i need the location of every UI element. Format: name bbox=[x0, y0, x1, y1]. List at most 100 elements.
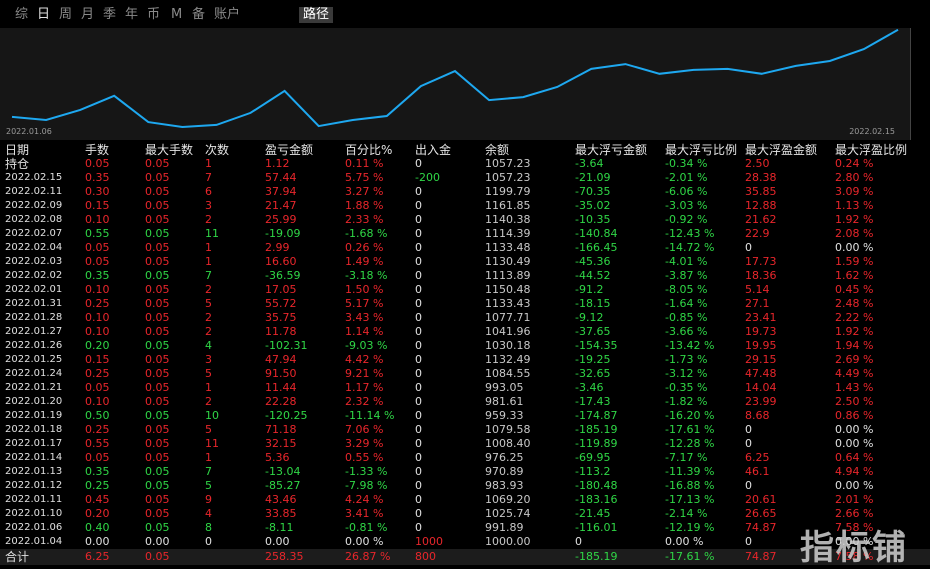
table-cell: 持仓 bbox=[5, 157, 30, 171]
table-cell: -183.16 bbox=[575, 493, 618, 506]
toolbar-tab[interactable]: 年 bbox=[125, 7, 139, 22]
table-cell: -9.12 bbox=[575, 311, 604, 324]
table-cell: 0 bbox=[415, 381, 422, 394]
table-cell: -174.87 bbox=[575, 409, 618, 422]
toolbar-tab[interactable]: 周 bbox=[59, 7, 73, 22]
table-cell: 10 bbox=[205, 409, 219, 422]
table-cell: -0.34 % bbox=[665, 157, 708, 170]
table-cell: 8.68 bbox=[745, 409, 770, 422]
table-cell: 0 bbox=[415, 395, 422, 408]
toolbar-tab[interactable]: 月 bbox=[81, 7, 95, 22]
table-cell: -0.35 % bbox=[665, 381, 708, 394]
table-cell: 19.95 bbox=[745, 339, 777, 352]
table-cell: 991.89 bbox=[485, 521, 524, 534]
table-cell: 0 bbox=[415, 311, 422, 324]
table-cell: 21.47 bbox=[265, 199, 297, 212]
table-cell: 4 bbox=[205, 339, 212, 352]
table-cell: 21.62 bbox=[745, 213, 777, 226]
table-cell: 5.17 % bbox=[345, 297, 384, 310]
table-cell: 19.73 bbox=[745, 325, 777, 338]
toolbar-tab[interactable]: M bbox=[171, 7, 183, 22]
table-cell: 959.33 bbox=[485, 409, 524, 422]
table-cell: 1.59 % bbox=[835, 255, 874, 268]
table-cell: 2022.02.07 bbox=[5, 228, 63, 239]
table-cell: 23.41 bbox=[745, 311, 777, 324]
watermark: 指标铺 bbox=[800, 528, 908, 568]
table-cell: 0.24 % bbox=[835, 157, 874, 170]
table-cell: 0.00 % bbox=[665, 535, 704, 548]
table-cell: 1 bbox=[205, 241, 212, 254]
table-cell: 4.94 % bbox=[835, 465, 874, 478]
table-cell: 1079.58 bbox=[485, 423, 531, 436]
table-cell: -140.84 bbox=[575, 227, 618, 240]
table-cell: 0.05 bbox=[145, 409, 170, 422]
table-cell: 0 bbox=[205, 535, 212, 548]
table-cell: 35.85 bbox=[745, 185, 777, 198]
table-cell: 0.05 bbox=[145, 283, 170, 296]
table-cell: 1030.18 bbox=[485, 339, 531, 352]
table-cell: 91.50 bbox=[265, 367, 297, 380]
table-cell: 0.25 bbox=[85, 479, 110, 492]
column-header: 出入金 bbox=[415, 143, 452, 157]
table-cell: 16.60 bbox=[265, 255, 297, 268]
table-cell: -3.64 bbox=[575, 157, 604, 170]
table-cell: 2022.01.19 bbox=[5, 410, 63, 421]
toolbar-tab[interactable]: 路径 bbox=[299, 7, 334, 23]
table-cell: 0.35 bbox=[85, 465, 110, 478]
table-cell: 43.46 bbox=[265, 493, 297, 506]
table-cell: 2.80 % bbox=[835, 171, 874, 184]
table-cell: -1.33 % bbox=[345, 465, 388, 478]
table-cell: 0 bbox=[415, 199, 422, 212]
table-cell: 0.05 bbox=[145, 227, 170, 240]
toolbar-tab[interactable]: 账户 bbox=[214, 7, 241, 22]
toolbar-tab[interactable]: 币 bbox=[147, 7, 161, 22]
table-cell: 2.66 % bbox=[835, 507, 874, 520]
table-cell: 0.05 bbox=[145, 171, 170, 184]
table-cell: 4.42 % bbox=[345, 353, 384, 366]
table-cell: 0 bbox=[415, 283, 422, 296]
table-cell: -18.15 bbox=[575, 297, 611, 310]
table-cell: 0.00 bbox=[265, 535, 290, 548]
table-cell: 981.61 bbox=[485, 395, 524, 408]
chart: 2022.01.06 2022.02.15 bbox=[6, 28, 899, 136]
table-cell: 7 bbox=[205, 171, 212, 184]
table-cell: -16.88 % bbox=[665, 479, 715, 492]
toolbar-tab[interactable]: 综 bbox=[15, 7, 29, 22]
table-cell: 0.00 % bbox=[835, 241, 874, 254]
table-cell: 0.05 bbox=[145, 185, 170, 198]
table-cell: 0.35 bbox=[85, 269, 110, 282]
table-cell: 2022.01.14 bbox=[5, 452, 63, 463]
toolbar-tab[interactable]: 季 bbox=[103, 7, 117, 22]
column-header: 日期 bbox=[5, 143, 30, 157]
table-cell: 2022.01.13 bbox=[5, 466, 63, 477]
table-cell: 1.17 % bbox=[345, 381, 384, 394]
table-cell: 1069.20 bbox=[485, 493, 531, 506]
total-cell: 258.35 bbox=[265, 550, 304, 563]
table-cell: -36.59 bbox=[265, 269, 301, 282]
table-cell: 2.01 % bbox=[835, 493, 874, 506]
table-cell: 0.45 bbox=[85, 493, 110, 506]
table-cell: -113.2 bbox=[575, 465, 611, 478]
toolbar-tab[interactable]: 日 bbox=[37, 7, 51, 22]
table-cell: 1057.23 bbox=[485, 157, 531, 170]
table-cell: 2022.01.18 bbox=[5, 424, 63, 435]
table-cell: 55.72 bbox=[265, 297, 297, 310]
table-cell: -3.66 % bbox=[665, 325, 708, 338]
table-cell: 11 bbox=[205, 437, 219, 450]
table-cell: -200 bbox=[415, 171, 440, 184]
table-cell: -10.35 bbox=[575, 213, 611, 226]
table-cell: 0 bbox=[745, 535, 752, 548]
table-cell: 0.05 bbox=[145, 353, 170, 366]
table-cell: -12.28 % bbox=[665, 437, 715, 450]
table-cell: 3.29 % bbox=[345, 437, 384, 450]
table-cell: 0.05 bbox=[145, 451, 170, 464]
table-cell: -6.06 % bbox=[665, 185, 708, 198]
table-cell: 2 bbox=[205, 213, 212, 226]
table-cell: 5 bbox=[205, 479, 212, 492]
column-header: 最大浮盈比例 bbox=[835, 143, 908, 157]
table-cell: 0.55 bbox=[85, 437, 110, 450]
toolbar-tab[interactable]: 备 bbox=[192, 7, 206, 22]
table-cell: -17.13 % bbox=[665, 493, 715, 506]
table-cell: 0 bbox=[745, 479, 752, 492]
table-cell: 2.50 bbox=[745, 157, 770, 170]
